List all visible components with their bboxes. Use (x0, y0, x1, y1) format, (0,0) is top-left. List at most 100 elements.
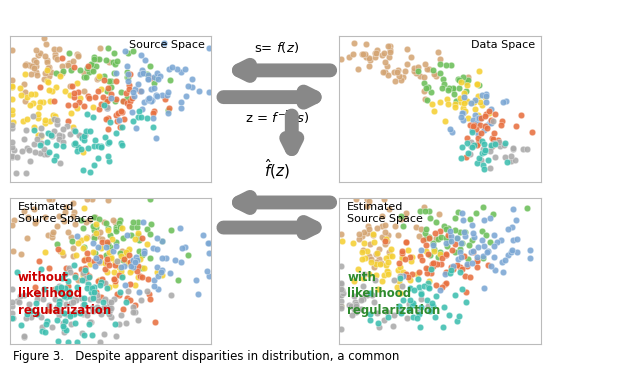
Point (379, 236, 389, 242)
Point (95, 282, 106, 288)
Point (123, 49, 133, 55)
Point (20, 62, 30, 68)
Point (102, 256, 112, 262)
Point (83, 63, 93, 70)
Point (490, 111, 500, 117)
Point (490, 266, 500, 272)
Point (152, 264, 163, 270)
Point (102, 241, 113, 247)
Point (427, 101, 437, 107)
Point (85, 319, 95, 325)
Point (92, 304, 102, 310)
Point (109, 220, 120, 226)
Point (93, 73, 104, 79)
Point (381, 236, 391, 242)
Point (64, 60, 74, 66)
Point (436, 234, 446, 240)
Point (116, 274, 127, 280)
Point (80, 256, 90, 262)
Point (136, 274, 147, 280)
Point (127, 89, 138, 95)
Point (38, 151, 49, 157)
Point (487, 135, 497, 141)
Point (111, 239, 121, 245)
Point (143, 76, 153, 82)
Point (383, 232, 393, 238)
Point (40, 53, 50, 59)
Point (102, 126, 113, 132)
Point (109, 98, 120, 104)
Point (104, 262, 114, 268)
Point (143, 97, 153, 103)
Point (166, 64, 177, 70)
Point (435, 228, 445, 234)
Point (132, 274, 143, 280)
Point (384, 253, 394, 259)
Point (374, 256, 384, 262)
Point (29, 206, 39, 212)
Point (382, 309, 392, 315)
Point (395, 263, 405, 269)
Point (416, 290, 426, 296)
Point (416, 304, 426, 310)
Point (448, 263, 458, 269)
Point (140, 250, 150, 256)
Point (114, 220, 124, 226)
Point (68, 124, 79, 130)
Point (52, 285, 62, 291)
Point (76, 295, 86, 301)
Point (358, 283, 368, 289)
Point (100, 260, 110, 266)
Point (191, 277, 201, 283)
Point (145, 74, 155, 81)
Point (485, 119, 495, 125)
Point (93, 278, 104, 284)
Point (130, 259, 140, 265)
Point (131, 257, 141, 263)
Point (121, 299, 131, 305)
Point (94, 56, 104, 62)
Point (470, 112, 481, 118)
Point (110, 61, 120, 67)
Point (451, 215, 461, 221)
Point (138, 69, 148, 75)
Text: s= $\mathit{f}(z)$: s= $\mathit{f}(z)$ (254, 40, 300, 55)
Point (452, 261, 462, 268)
Point (97, 143, 107, 149)
Point (89, 143, 99, 149)
Point (481, 111, 491, 117)
Point (47, 234, 58, 240)
Point (54, 213, 64, 219)
Point (133, 81, 143, 87)
Point (392, 67, 403, 73)
Point (179, 66, 189, 73)
Point (472, 258, 482, 264)
Point (91, 255, 101, 261)
Point (176, 105, 186, 111)
Point (53, 301, 63, 307)
Point (427, 261, 437, 268)
Point (64, 293, 74, 299)
Point (470, 210, 481, 216)
Point (34, 258, 44, 264)
Point (336, 293, 346, 299)
Point (467, 260, 477, 266)
Point (40, 249, 50, 255)
Point (16, 322, 26, 328)
Point (76, 266, 86, 272)
Point (378, 69, 388, 75)
Point (440, 118, 451, 124)
Point (47, 324, 57, 330)
Point (424, 308, 435, 314)
Point (490, 141, 500, 147)
Point (93, 87, 103, 93)
Point (477, 138, 487, 144)
Point (149, 80, 159, 86)
Point (11, 169, 21, 176)
Point (59, 310, 69, 316)
Point (8, 248, 19, 254)
Point (125, 296, 135, 302)
Point (374, 324, 385, 330)
Point (47, 196, 57, 202)
Point (99, 76, 109, 82)
